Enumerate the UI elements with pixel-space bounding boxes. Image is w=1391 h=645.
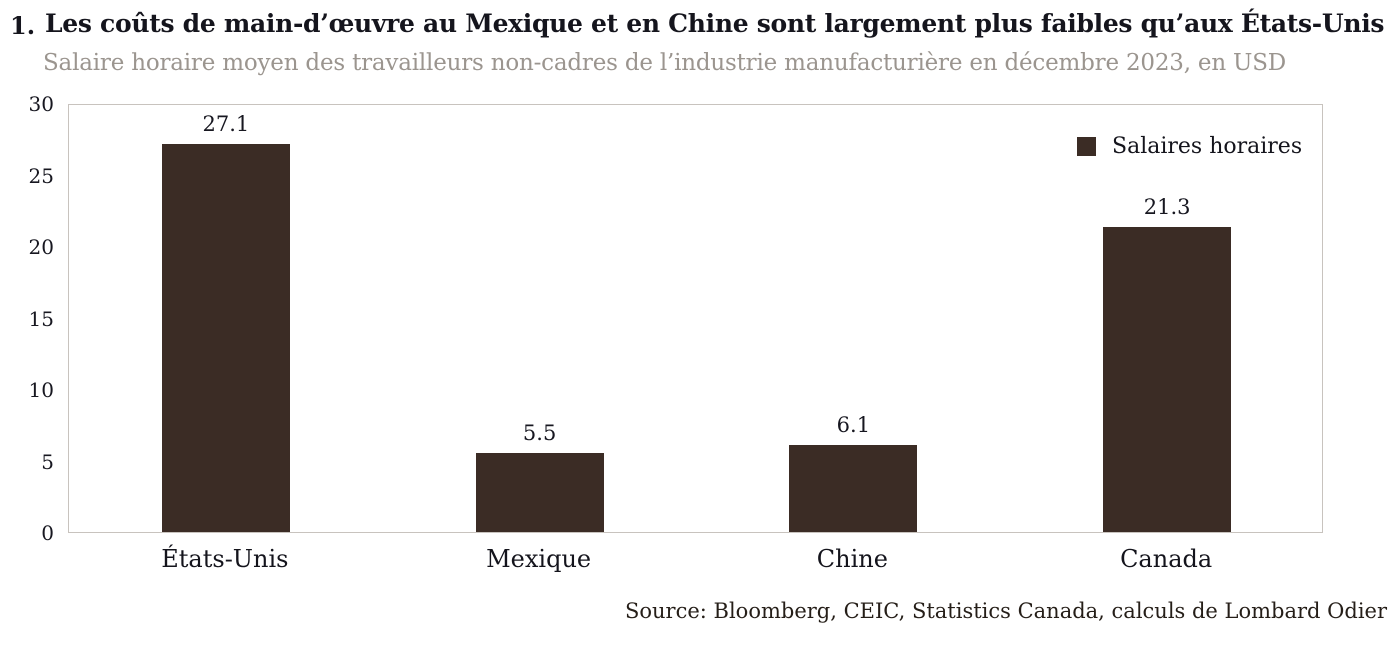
bar bbox=[161, 144, 290, 532]
y-axis-tick-label: 25 bbox=[28, 163, 54, 188]
plot-area: 27.1 5.5 6.1 21.3 bbox=[68, 104, 1323, 533]
chart-subtitle: Salaire horaire moyen des travailleurs n… bbox=[43, 50, 1287, 76]
x-axis-label: Canada bbox=[1120, 545, 1213, 573]
bar bbox=[1103, 227, 1232, 532]
y-axis-tick-label: 30 bbox=[28, 92, 54, 116]
chart-title: Les coûts de main-d’œuvre au Mexique et … bbox=[45, 9, 1385, 38]
bar-value-label: 27.1 bbox=[202, 112, 250, 137]
legend-swatch-icon bbox=[1077, 137, 1096, 156]
bar bbox=[789, 444, 918, 532]
bar bbox=[475, 453, 604, 532]
figure-number: 1. bbox=[10, 11, 36, 40]
y-axis-tick-label: 20 bbox=[28, 235, 54, 259]
source-attribution: Source: Bloomberg, CEIC, Statistics Cana… bbox=[625, 599, 1387, 623]
bar-value-label: 21.3 bbox=[1143, 195, 1191, 220]
legend: Salaires horaires bbox=[1077, 134, 1302, 159]
y-axis-tick-label: 5 bbox=[41, 449, 54, 474]
legend-label: Salaires horaires bbox=[1112, 134, 1303, 159]
y-axis-tick-label: 10 bbox=[28, 378, 54, 402]
x-axis-label: États-Unis bbox=[161, 545, 289, 573]
x-axis-label: Mexique bbox=[486, 545, 592, 573]
y-axis-tick-label: 15 bbox=[28, 306, 54, 331]
bar-value-label: 6.1 bbox=[836, 412, 871, 437]
y-axis-tick-label: 0 bbox=[41, 521, 54, 545]
x-axis-label: Chine bbox=[816, 545, 888, 573]
bar-value-label: 5.5 bbox=[522, 421, 557, 446]
